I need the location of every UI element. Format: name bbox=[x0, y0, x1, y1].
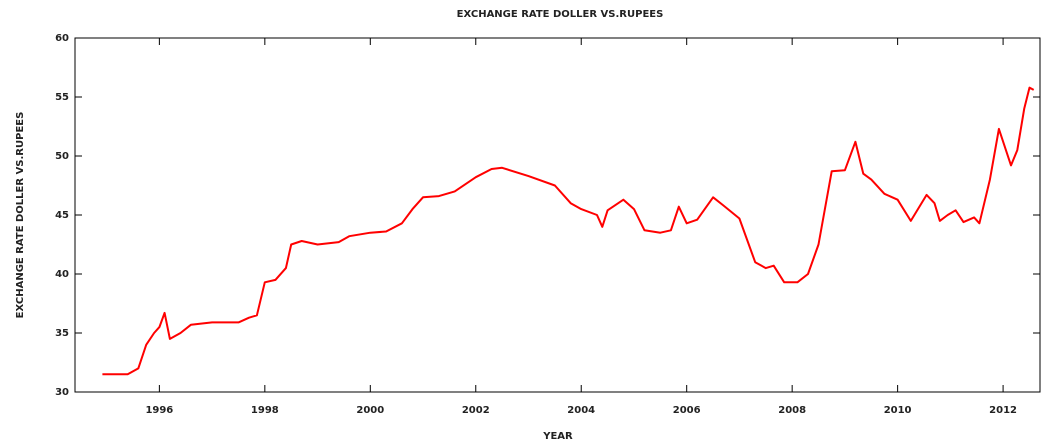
y-tick-label: 60 bbox=[55, 33, 69, 44]
plot-frame bbox=[74, 37, 1041, 393]
data-line bbox=[102, 86, 1035, 376]
y-tick-label: 35 bbox=[55, 328, 69, 339]
x-tick-label: 2006 bbox=[673, 405, 701, 416]
y-axis-label: EXCHANGE RATE DOLLER VS.RUPEES bbox=[15, 112, 26, 319]
x-tick-label: 2010 bbox=[884, 405, 912, 416]
x-tick-label: 1998 bbox=[251, 405, 279, 416]
x-axis-label: YEAR bbox=[542, 431, 573, 442]
x-tick-label: 2012 bbox=[989, 405, 1017, 416]
y-tick-label: 50 bbox=[55, 151, 69, 162]
x-tick-label: 2008 bbox=[778, 405, 806, 416]
x-tick-label: 1996 bbox=[145, 405, 173, 416]
y-tick-label: 40 bbox=[55, 269, 69, 280]
x-tick-label: 2004 bbox=[567, 405, 595, 416]
y-tick-label: 45 bbox=[55, 210, 69, 221]
y-tick-label: 30 bbox=[55, 387, 69, 398]
x-tick-label: 2000 bbox=[356, 405, 384, 416]
y-tick-label: 55 bbox=[55, 92, 69, 103]
x-tick-label: 2002 bbox=[462, 405, 490, 416]
chart-title: EXCHANGE RATE DOLLER VS.RUPEES bbox=[457, 9, 664, 20]
